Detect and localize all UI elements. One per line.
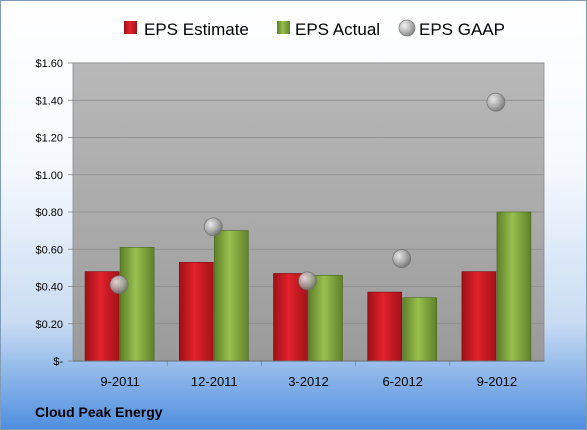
legend-estimate-label: EPS Estimate [144,20,249,39]
x-axis: 9-2011 12-2011 3-2012 6-2012 9-2012 [73,360,544,389]
marker-eps-gaap [486,92,506,112]
bar-eps-estimate [461,271,497,362]
y-tick-label: $1.20 [35,133,63,145]
marker-eps-gaap [298,271,317,291]
y-tick-label: $1.00 [35,170,63,182]
legend: EPS Estimate EPS Actual EPS GAAP [124,19,505,39]
marker-eps-gaap [203,217,223,237]
x-tick-label: 3-2012 [288,374,328,389]
bar-eps-actual [496,211,532,362]
legend-actual-label: EPS Actual [295,20,380,39]
bar-eps-actual [308,275,343,362]
marker-eps-gaap [109,275,129,295]
legend-estimate-swatch [124,21,137,34]
y-tick-label: $0.60 [35,244,63,256]
y-tick-label: $1.60 [35,58,63,70]
x-tick-label: 9-2011 [100,374,140,389]
legend-gaap-label: EPS GAAP [419,20,505,39]
legend-gaap-marker [398,19,416,37]
y-tick-label: $0.20 [35,319,63,331]
bar-eps-actual [214,230,249,362]
bar-eps-actual [402,297,438,362]
y-tick-label: $1.40 [35,95,63,107]
bar-eps-estimate [179,261,214,362]
company-name: Cloud Peak Energy [35,404,163,420]
x-tick-label: 6-2012 [382,374,422,389]
y-tick-label: $- [53,356,63,368]
x-tick-label: 9-2012 [477,374,517,389]
y-tick-label: $0.80 [35,207,63,219]
legend-actual-swatch [277,21,290,34]
gaap-markers [109,92,506,295]
x-tick-label: 12-2011 [191,374,238,389]
bar-eps-actual [119,247,155,362]
bar-eps-estimate [367,291,403,362]
marker-eps-gaap [392,249,412,268]
y-tick-label: $0.40 [35,282,63,294]
y-axis: $- $0.20 $0.40 $0.60 $0.80 $1.00 $1.20 $1.40 $1.… [35,58,73,368]
